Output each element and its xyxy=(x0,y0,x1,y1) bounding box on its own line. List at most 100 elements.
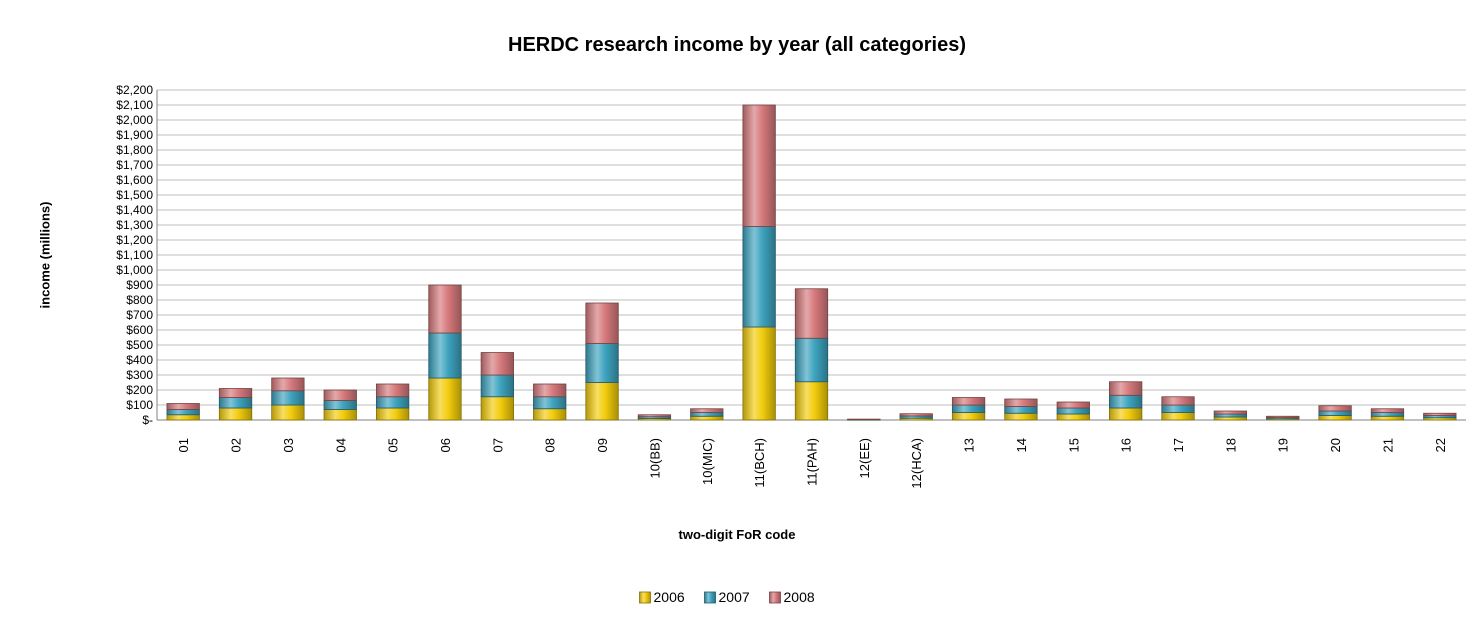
bar-2008-07 xyxy=(480,352,514,376)
x-tick-label: 11(BCH) xyxy=(752,438,767,488)
bar-2006-05 xyxy=(375,407,410,421)
bar-2008-05 xyxy=(375,383,410,398)
bar-2007-21 xyxy=(1370,412,1405,417)
bar-2008-12(EE) xyxy=(847,418,881,421)
bar-2008-17 xyxy=(1161,396,1195,406)
bar-2006-21 xyxy=(1370,415,1405,421)
bar-2008-03 xyxy=(271,377,305,392)
y-tick-label: $1,000 xyxy=(116,263,153,277)
bar-2007-05 xyxy=(375,396,410,409)
bar-2007-03 xyxy=(271,390,305,406)
y-tick-label: $200 xyxy=(126,383,153,397)
bar-2007-13 xyxy=(951,404,986,413)
y-tick-label: $1,500 xyxy=(116,188,153,202)
bar-2008-18 xyxy=(1213,410,1248,415)
bar-2006-15 xyxy=(1056,413,1090,421)
x-tick-label: 03 xyxy=(281,438,296,452)
bar-2006-09 xyxy=(585,382,619,421)
bar-2008-10(BB) xyxy=(637,414,672,418)
y-tick-label: $400 xyxy=(126,353,153,367)
x-tick-label: 04 xyxy=(333,438,348,452)
y-tick-label: $500 xyxy=(126,338,153,352)
x-tick-label: 16 xyxy=(1119,438,1134,452)
y-tick-label: $1,900 xyxy=(116,128,153,142)
y-tick-label: $1,200 xyxy=(116,233,153,247)
legend-swatch-2008 xyxy=(769,591,781,604)
bar-2008-11(PAH) xyxy=(794,288,829,339)
x-tick-label: 20 xyxy=(1328,438,1343,452)
bar-2008-12(HCA) xyxy=(899,413,933,417)
bar-2008-02 xyxy=(218,388,253,398)
x-tick-label: 21 xyxy=(1380,438,1395,452)
x-axis-title: two-digit FoR code xyxy=(678,527,796,542)
bar-2008-21 xyxy=(1370,408,1405,413)
x-tick-label: 18 xyxy=(1223,438,1238,452)
bar-2006-02 xyxy=(218,407,253,421)
y-tick-label: $2,100 xyxy=(116,98,153,112)
x-tick-label: 08 xyxy=(543,438,558,452)
y-tick-label: $1,800 xyxy=(116,143,153,157)
x-tick-label: 17 xyxy=(1171,438,1186,452)
bar-2006-11(PAH) xyxy=(794,381,829,421)
bar-2006-13 xyxy=(951,412,986,421)
y-tick-label: $900 xyxy=(126,278,153,292)
bar-2008-08 xyxy=(533,383,567,398)
legend-swatch-2006 xyxy=(639,591,651,604)
bar-2007-02 xyxy=(218,397,253,409)
x-tick-label: 09 xyxy=(595,438,610,452)
bar-2007-11(PAH) xyxy=(794,337,829,383)
bar-2006-16 xyxy=(1109,407,1143,421)
x-tick-label: 02 xyxy=(229,438,244,452)
x-tick-label: 10(BB) xyxy=(647,438,662,478)
x-tick-label: 12(HCA) xyxy=(909,438,924,489)
x-tick-label: 10(MIC) xyxy=(700,438,715,485)
bar-2008-06 xyxy=(428,284,462,334)
bar-2007-09 xyxy=(585,343,619,383)
x-tick-label: 11(PAH) xyxy=(805,438,820,486)
bar-2008-13 xyxy=(951,397,986,406)
bar-2006-18 xyxy=(1213,416,1248,421)
bar-2007-15 xyxy=(1056,407,1090,415)
bar-2007-07 xyxy=(480,374,514,398)
bar-2008-01 xyxy=(166,403,200,410)
bar-2006-03 xyxy=(271,404,305,421)
bar-2007-08 xyxy=(533,396,567,410)
bar-2008-11(BCH) xyxy=(742,104,776,227)
y-tick-label: $1,400 xyxy=(116,203,153,217)
bar-2007-01 xyxy=(166,409,200,416)
chart-title: HERDC research income by year (all categ… xyxy=(508,34,966,56)
bar-2007-18 xyxy=(1213,413,1248,418)
bar-2008-16 xyxy=(1109,381,1143,396)
bar-2008-10(MIC) xyxy=(690,408,724,413)
legend-label-2008: 2008 xyxy=(784,589,815,605)
bar-2008-15 xyxy=(1056,401,1090,409)
bar-2007-16 xyxy=(1109,394,1143,409)
bar-2007-17 xyxy=(1161,404,1195,413)
bar-2007-06 xyxy=(428,332,462,379)
bar-2006-10(MIC) xyxy=(690,415,724,421)
y-tick-label: $600 xyxy=(126,323,153,337)
bar-2006-01 xyxy=(166,414,200,421)
y-tick-label: $1,600 xyxy=(116,173,153,187)
x-tick-label: 06 xyxy=(438,438,453,452)
x-tick-label: 05 xyxy=(386,438,401,452)
y-tick-label: $800 xyxy=(126,293,153,307)
bar-2006-17 xyxy=(1161,412,1195,421)
bar-2006-04 xyxy=(323,409,357,421)
y-tick-label: $300 xyxy=(126,368,153,382)
bar-2006-06 xyxy=(428,377,462,421)
y-tick-label: $2,200 xyxy=(116,83,153,97)
bar-2006-14 xyxy=(1004,412,1038,421)
y-tick-label: $700 xyxy=(126,308,153,322)
bar-2008-09 xyxy=(585,302,619,344)
bar-2007-04 xyxy=(323,400,357,410)
y-tick-label: $1,300 xyxy=(116,218,153,232)
x-tick-label: 14 xyxy=(1014,438,1029,452)
bar-2007-11(BCH) xyxy=(742,226,776,328)
x-tick-label: 13 xyxy=(962,438,977,452)
x-tick-label: 12(EE) xyxy=(857,438,872,478)
bar-2007-20 xyxy=(1318,410,1352,416)
x-tick-label: 15 xyxy=(1066,438,1081,452)
y-tick-label: $1,100 xyxy=(116,248,153,262)
